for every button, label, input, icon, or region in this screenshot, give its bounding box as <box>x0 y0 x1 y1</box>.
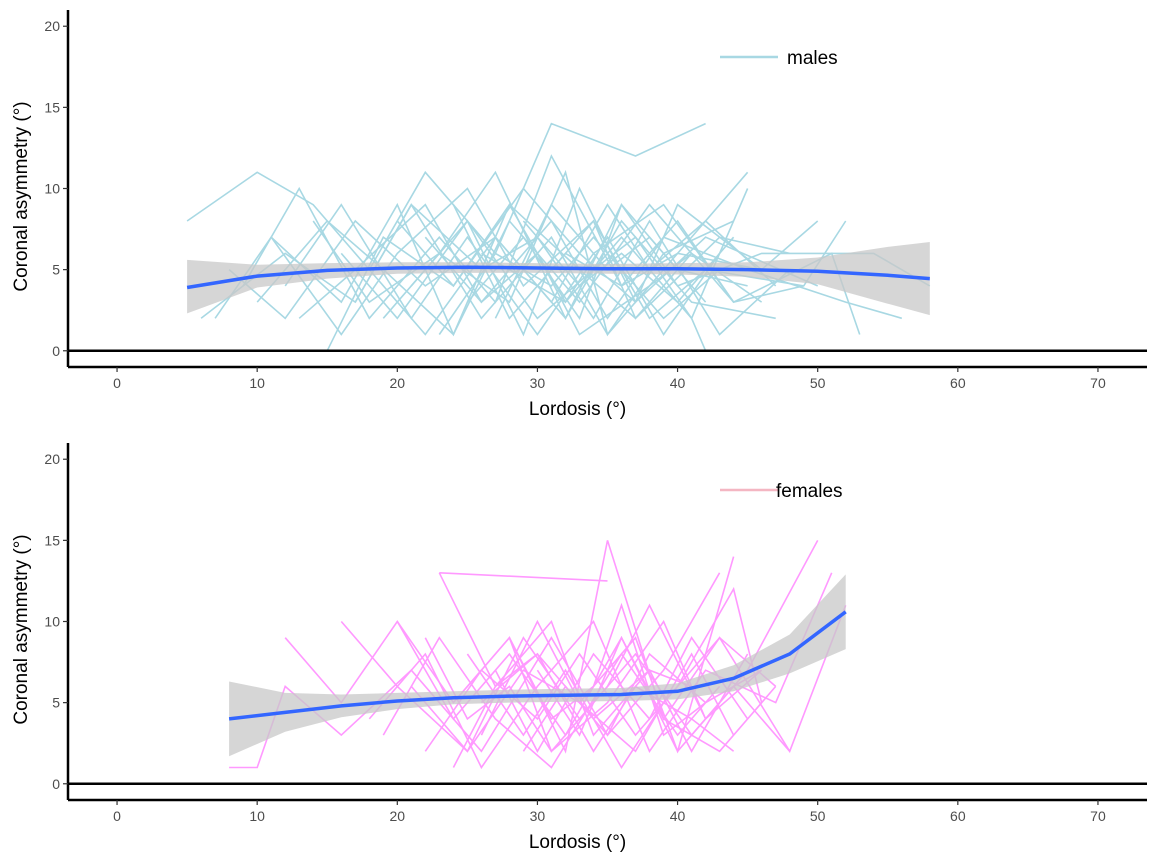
females-trajectory-14 <box>508 602 707 737</box>
females-trajectory-19 <box>424 619 707 753</box>
females-x-tick-label-30: 30 <box>530 808 546 824</box>
females-y-tick-label-0: 0 <box>52 776 60 792</box>
females-trajectory-18 <box>480 652 692 721</box>
males-y-tick-label-0: 0 <box>52 343 60 359</box>
males-trajectory-17 <box>424 236 693 336</box>
females-x-tick-label-10: 10 <box>249 808 265 824</box>
males-smooth-line <box>186 265 930 290</box>
females-y-axis-title: Coronal asymmetry (°) <box>11 534 32 724</box>
males-y-tick-label-15: 15 <box>44 99 60 115</box>
females-legend-label: females <box>776 481 843 502</box>
females-smooth-line <box>228 610 847 721</box>
females-x-tick-label-20: 20 <box>390 808 406 824</box>
males-y-tick-label-20: 20 <box>44 18 60 34</box>
females-trajectory-8 <box>466 636 777 770</box>
females-trajectory-10 <box>494 636 749 753</box>
females-x-tick-label-0: 0 <box>113 808 121 824</box>
males-x-tick-label-60: 60 <box>950 375 966 391</box>
males-legend: males <box>720 48 838 69</box>
females-trajectory-17 <box>439 572 608 582</box>
females-x-tick-label-50: 50 <box>810 808 826 824</box>
males-y-ticks: 0 5 10 15 20 <box>44 18 68 359</box>
males-x-ticks: 0 10 20 30 40 50 60 70 <box>113 367 1106 391</box>
males-confidence-band <box>187 242 930 316</box>
females-trajectory-13 <box>452 652 735 768</box>
males-x-axis-title: Lordosis (°) <box>529 399 626 420</box>
males-trajectory-9 <box>312 170 931 321</box>
males-trajectory-0 <box>186 122 706 271</box>
males-x-tick-label-70: 70 <box>1090 375 1106 391</box>
males-y-tick-label-10: 10 <box>44 181 60 197</box>
females-legend: females <box>720 481 843 502</box>
panel-males: 0 10 20 30 40 50 60 70 0 5 10 15 20 Lordosis (°) Co… <box>11 10 1147 420</box>
females-trajectory-16 <box>536 635 777 753</box>
females-confidence-band <box>229 574 846 757</box>
females-trajectories <box>229 540 847 770</box>
females-trajectory-1 <box>284 556 735 754</box>
males-x-tick-label-50: 50 <box>810 375 826 391</box>
females-x-tick-label-70: 70 <box>1090 808 1106 824</box>
males-x-tick-label-0: 0 <box>113 375 121 391</box>
females-y-tick-label-5: 5 <box>52 695 60 711</box>
males-x-tick-label-40: 40 <box>670 375 686 391</box>
males-y-tick-label-5: 5 <box>52 262 60 278</box>
males-x-tick-label-30: 30 <box>530 375 546 391</box>
panel-females: 0 10 20 30 40 50 60 70 0 5 10 15 20 Lordosis (°) Co… <box>11 443 1147 853</box>
males-legend-label: males <box>787 48 838 69</box>
females-x-tick-label-60: 60 <box>950 808 966 824</box>
females-x-ticks: 0 10 20 30 40 50 60 70 <box>113 800 1106 824</box>
males-trajectory-23 <box>508 235 721 336</box>
females-x-axis-title: Lordosis (°) <box>529 832 626 853</box>
males-trajectories <box>186 122 931 352</box>
males-y-axis-title: Coronal asymmetry (°) <box>11 101 32 291</box>
males-trajectory-6 <box>270 187 847 336</box>
females-x-tick-label-40: 40 <box>670 808 686 824</box>
females-y-ticks: 0 5 10 15 20 <box>44 451 68 792</box>
females-y-tick-label-20: 20 <box>44 451 60 467</box>
males-trajectory-11 <box>340 186 819 337</box>
males-x-tick-label-20: 20 <box>390 375 406 391</box>
females-trajectory-12 <box>382 636 721 769</box>
females-y-tick-label-10: 10 <box>44 614 60 630</box>
females-y-tick-label-15: 15 <box>44 532 60 548</box>
males-x-tick-label-10: 10 <box>249 375 265 391</box>
